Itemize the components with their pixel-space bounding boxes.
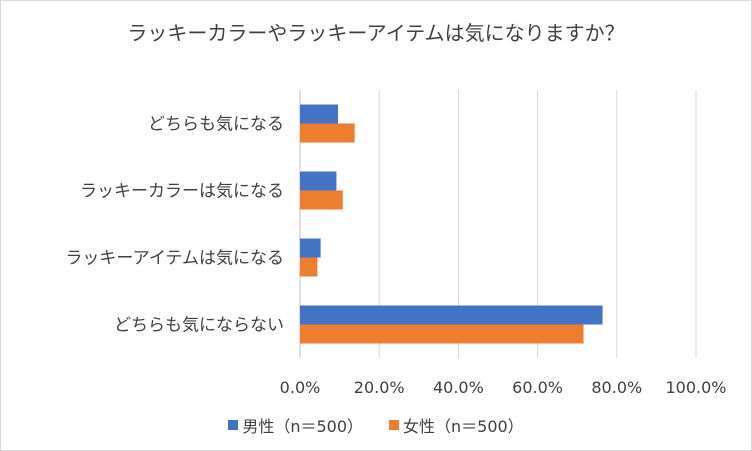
bar-male: [300, 171, 337, 191]
bar-female: [300, 324, 584, 344]
bar-chart: どちらも気になるラッキーカラーは気になるラッキーアイテムは気になるどちらも気にな…: [65, 90, 727, 397]
legend-item-male: 男性（n＝500）: [228, 413, 363, 437]
legend-item-female: 女性（n＝500）: [389, 413, 524, 437]
bars: [300, 104, 603, 344]
x-tick-label: 100.0%: [665, 378, 726, 397]
legend: 男性（n＝500） 女性（n＝500）: [1, 413, 751, 437]
chart-title: ラッキーカラーやラッキーアイテムは気になりますか？: [127, 21, 625, 45]
legend-label-female: 女性（n＝500）: [403, 417, 524, 436]
bar-female: [300, 257, 318, 277]
category-label: どちらも気になる: [148, 115, 284, 135]
legend-swatch-female: [389, 420, 399, 430]
category-label: どちらも気にならない: [114, 316, 284, 336]
bar-female: [300, 190, 343, 210]
bar-male: [300, 305, 603, 325]
category-label: ラッキーアイテムは気になる: [65, 249, 284, 269]
x-tick-label: 80.0%: [591, 378, 642, 397]
x-tick-label: 40.0%: [433, 378, 484, 397]
bar-male: [300, 238, 321, 258]
category-label: ラッキーカラーは気になる: [80, 182, 284, 202]
legend-swatch-male: [228, 420, 239, 430]
x-tick-labels: 0.0% 20.0% 40.0% 60.0% 80.0% 100.0%: [280, 378, 727, 397]
bar-female: [300, 123, 355, 143]
legend-label-male: 男性（n＝500）: [242, 417, 363, 436]
bar-male: [300, 104, 339, 124]
x-tick-label: 60.0%: [512, 378, 563, 397]
category-labels: どちらも気になるラッキーカラーは気になるラッキーアイテムは気になるどちらも気にな…: [65, 115, 284, 336]
x-tick-label: 20.0%: [354, 378, 405, 397]
x-tick-label: 0.0%: [280, 378, 321, 397]
